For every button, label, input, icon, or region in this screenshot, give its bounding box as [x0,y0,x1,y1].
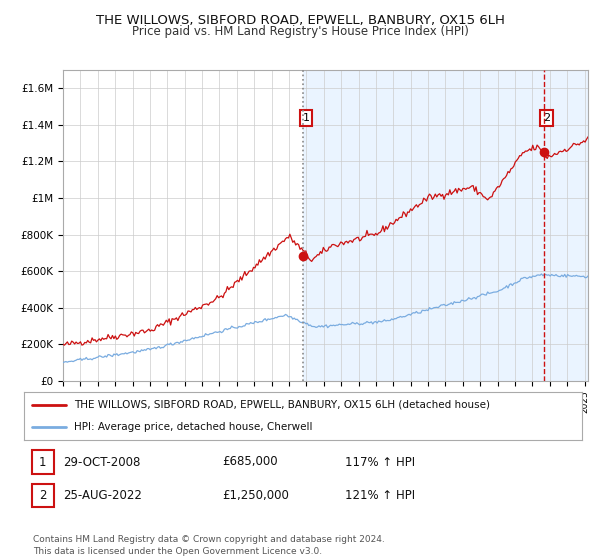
Text: 1: 1 [39,455,47,469]
Text: HPI: Average price, detached house, Cherwell: HPI: Average price, detached house, Cher… [74,422,313,432]
Text: 117% ↑ HPI: 117% ↑ HPI [345,455,415,469]
Text: £685,000: £685,000 [222,455,278,469]
Bar [304,70,588,381]
Text: 121% ↑ HPI: 121% ↑ HPI [345,489,415,502]
Text: 2: 2 [543,113,550,123]
Text: 29-OCT-2008: 29-OCT-2008 [63,455,140,469]
Text: Contains HM Land Registry data © Crown copyright and database right 2024.
This d: Contains HM Land Registry data © Crown c… [33,535,385,556]
Text: THE WILLOWS, SIBFORD ROAD, EPWELL, BANBURY, OX15 6LH (detached house): THE WILLOWS, SIBFORD ROAD, EPWELL, BANBU… [74,400,490,410]
Text: 2: 2 [39,489,47,502]
Text: Price paid vs. HM Land Registry's House Price Index (HPI): Price paid vs. HM Land Registry's House … [131,25,469,38]
Text: THE WILLOWS, SIBFORD ROAD, EPWELL, BANBURY, OX15 6LH: THE WILLOWS, SIBFORD ROAD, EPWELL, BANBU… [95,14,505,27]
Text: 25-AUG-2022: 25-AUG-2022 [63,489,142,502]
Text: £1,250,000: £1,250,000 [222,489,289,502]
Text: 1: 1 [302,113,310,123]
